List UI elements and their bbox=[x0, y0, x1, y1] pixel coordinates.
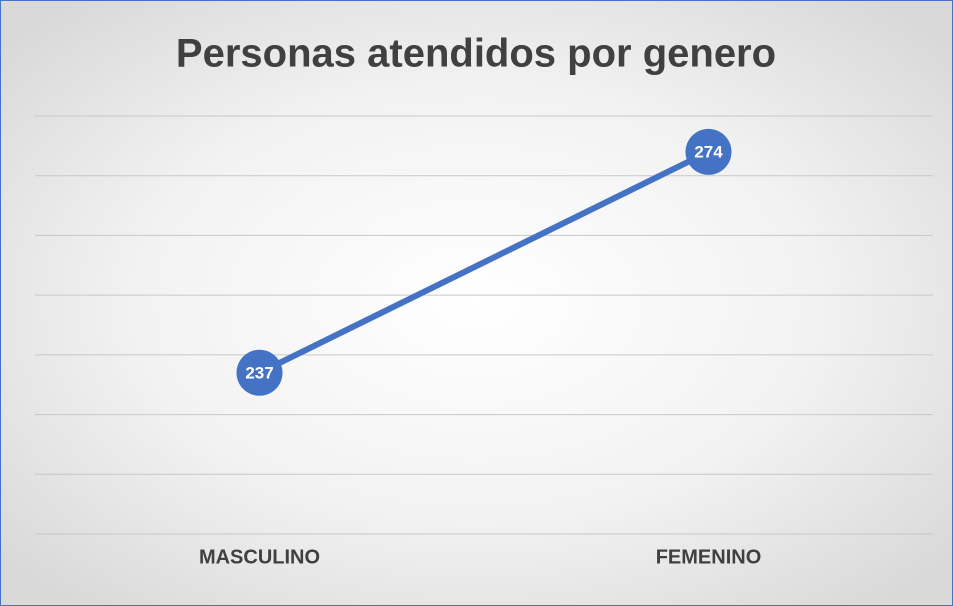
chart-title: Personas atendidos por genero bbox=[176, 32, 776, 76]
line bbox=[258, 149, 710, 376]
x-tick-label: MASCULINO bbox=[199, 546, 320, 568]
marker bbox=[236, 349, 283, 396]
data-label: 237 bbox=[245, 363, 273, 382]
x-tick-label: FEMENINO bbox=[656, 546, 762, 568]
data-label: 274 bbox=[694, 142, 723, 161]
marker bbox=[685, 128, 732, 175]
